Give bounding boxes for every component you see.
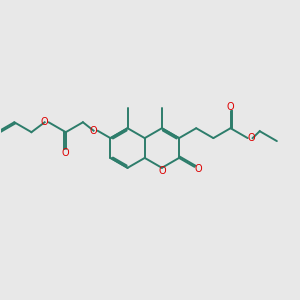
Text: O: O (194, 164, 202, 174)
Text: O: O (41, 117, 49, 127)
Text: O: O (158, 166, 166, 176)
Text: O: O (90, 126, 98, 136)
Text: O: O (227, 102, 234, 112)
Text: O: O (62, 148, 70, 158)
Text: O: O (248, 133, 256, 143)
